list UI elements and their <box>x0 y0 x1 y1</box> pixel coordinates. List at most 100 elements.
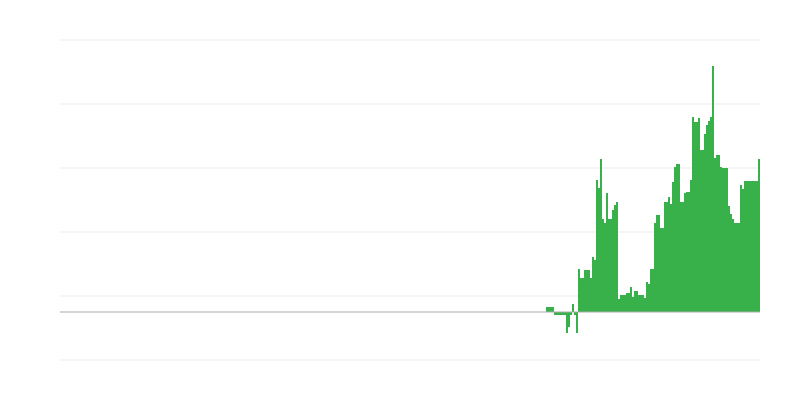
bar <box>710 117 712 312</box>
bar <box>660 228 662 312</box>
bar <box>654 223 656 312</box>
bar <box>564 312 566 315</box>
bar <box>678 164 680 312</box>
bar <box>754 181 756 312</box>
bar <box>702 150 704 312</box>
bar <box>590 278 592 312</box>
bar <box>714 158 716 312</box>
bar <box>664 202 666 312</box>
bar <box>652 269 654 312</box>
bar <box>634 291 636 312</box>
bar <box>578 269 580 312</box>
bar <box>734 223 736 312</box>
bar <box>624 295 626 312</box>
bar <box>676 164 678 312</box>
bar <box>730 214 732 312</box>
bar <box>648 284 650 312</box>
bar <box>744 181 746 312</box>
bar <box>708 121 710 312</box>
bar <box>662 228 664 312</box>
bar <box>642 295 644 312</box>
bar <box>720 167 722 312</box>
bar <box>658 215 660 312</box>
bar <box>552 307 554 312</box>
bar <box>748 181 750 312</box>
bar <box>612 210 614 312</box>
bar <box>688 192 690 312</box>
bar <box>620 295 622 312</box>
bar <box>656 215 658 312</box>
bar <box>554 312 556 315</box>
bar <box>550 307 552 312</box>
bar <box>742 189 744 312</box>
bar <box>644 298 646 312</box>
bar <box>546 307 548 312</box>
bar <box>724 168 726 312</box>
bar <box>672 182 674 312</box>
bar <box>718 155 720 312</box>
bar <box>560 312 562 315</box>
bar <box>706 125 708 312</box>
bar <box>584 270 586 312</box>
bar <box>746 181 748 312</box>
bar <box>614 205 616 312</box>
bar <box>674 167 676 312</box>
bar <box>588 270 590 312</box>
bar <box>650 269 652 312</box>
bar <box>712 66 714 312</box>
bar <box>646 282 648 312</box>
bar <box>610 219 612 312</box>
bar <box>574 312 576 315</box>
bar <box>602 219 604 312</box>
bar <box>700 150 702 312</box>
bar <box>666 202 668 312</box>
bar <box>630 287 632 312</box>
bar <box>556 312 558 315</box>
bar <box>596 180 598 312</box>
bar <box>726 168 728 312</box>
bar <box>680 202 682 312</box>
bar <box>692 117 694 312</box>
bar <box>686 192 688 312</box>
bar <box>568 312 570 327</box>
bar <box>638 295 640 312</box>
bar <box>684 193 686 312</box>
bar <box>558 312 560 315</box>
bar <box>738 223 740 312</box>
bar <box>756 181 758 312</box>
bar <box>582 278 584 312</box>
bar <box>716 155 718 312</box>
bar <box>722 168 724 312</box>
bar <box>592 257 594 312</box>
bar <box>728 206 730 312</box>
bar <box>670 204 672 312</box>
bar <box>572 304 574 312</box>
bar <box>752 181 754 312</box>
bar <box>616 202 618 312</box>
bar <box>694 122 696 312</box>
bar <box>622 295 624 312</box>
bar <box>690 180 692 312</box>
bar <box>640 295 642 312</box>
bars <box>546 66 760 333</box>
bar <box>682 202 684 312</box>
bar <box>736 223 738 312</box>
bar <box>580 278 582 312</box>
bar <box>696 122 698 312</box>
bar <box>548 307 550 312</box>
bar <box>594 260 596 312</box>
bar <box>628 293 630 312</box>
bar <box>618 299 620 312</box>
bar <box>626 293 628 312</box>
bar <box>740 185 742 312</box>
bar <box>598 188 600 312</box>
bar <box>570 312 572 315</box>
bar <box>636 291 638 312</box>
bar <box>576 312 578 333</box>
bar <box>732 219 734 312</box>
bar <box>698 118 700 312</box>
bar <box>604 223 606 312</box>
bar <box>704 134 706 312</box>
bar <box>562 312 564 315</box>
